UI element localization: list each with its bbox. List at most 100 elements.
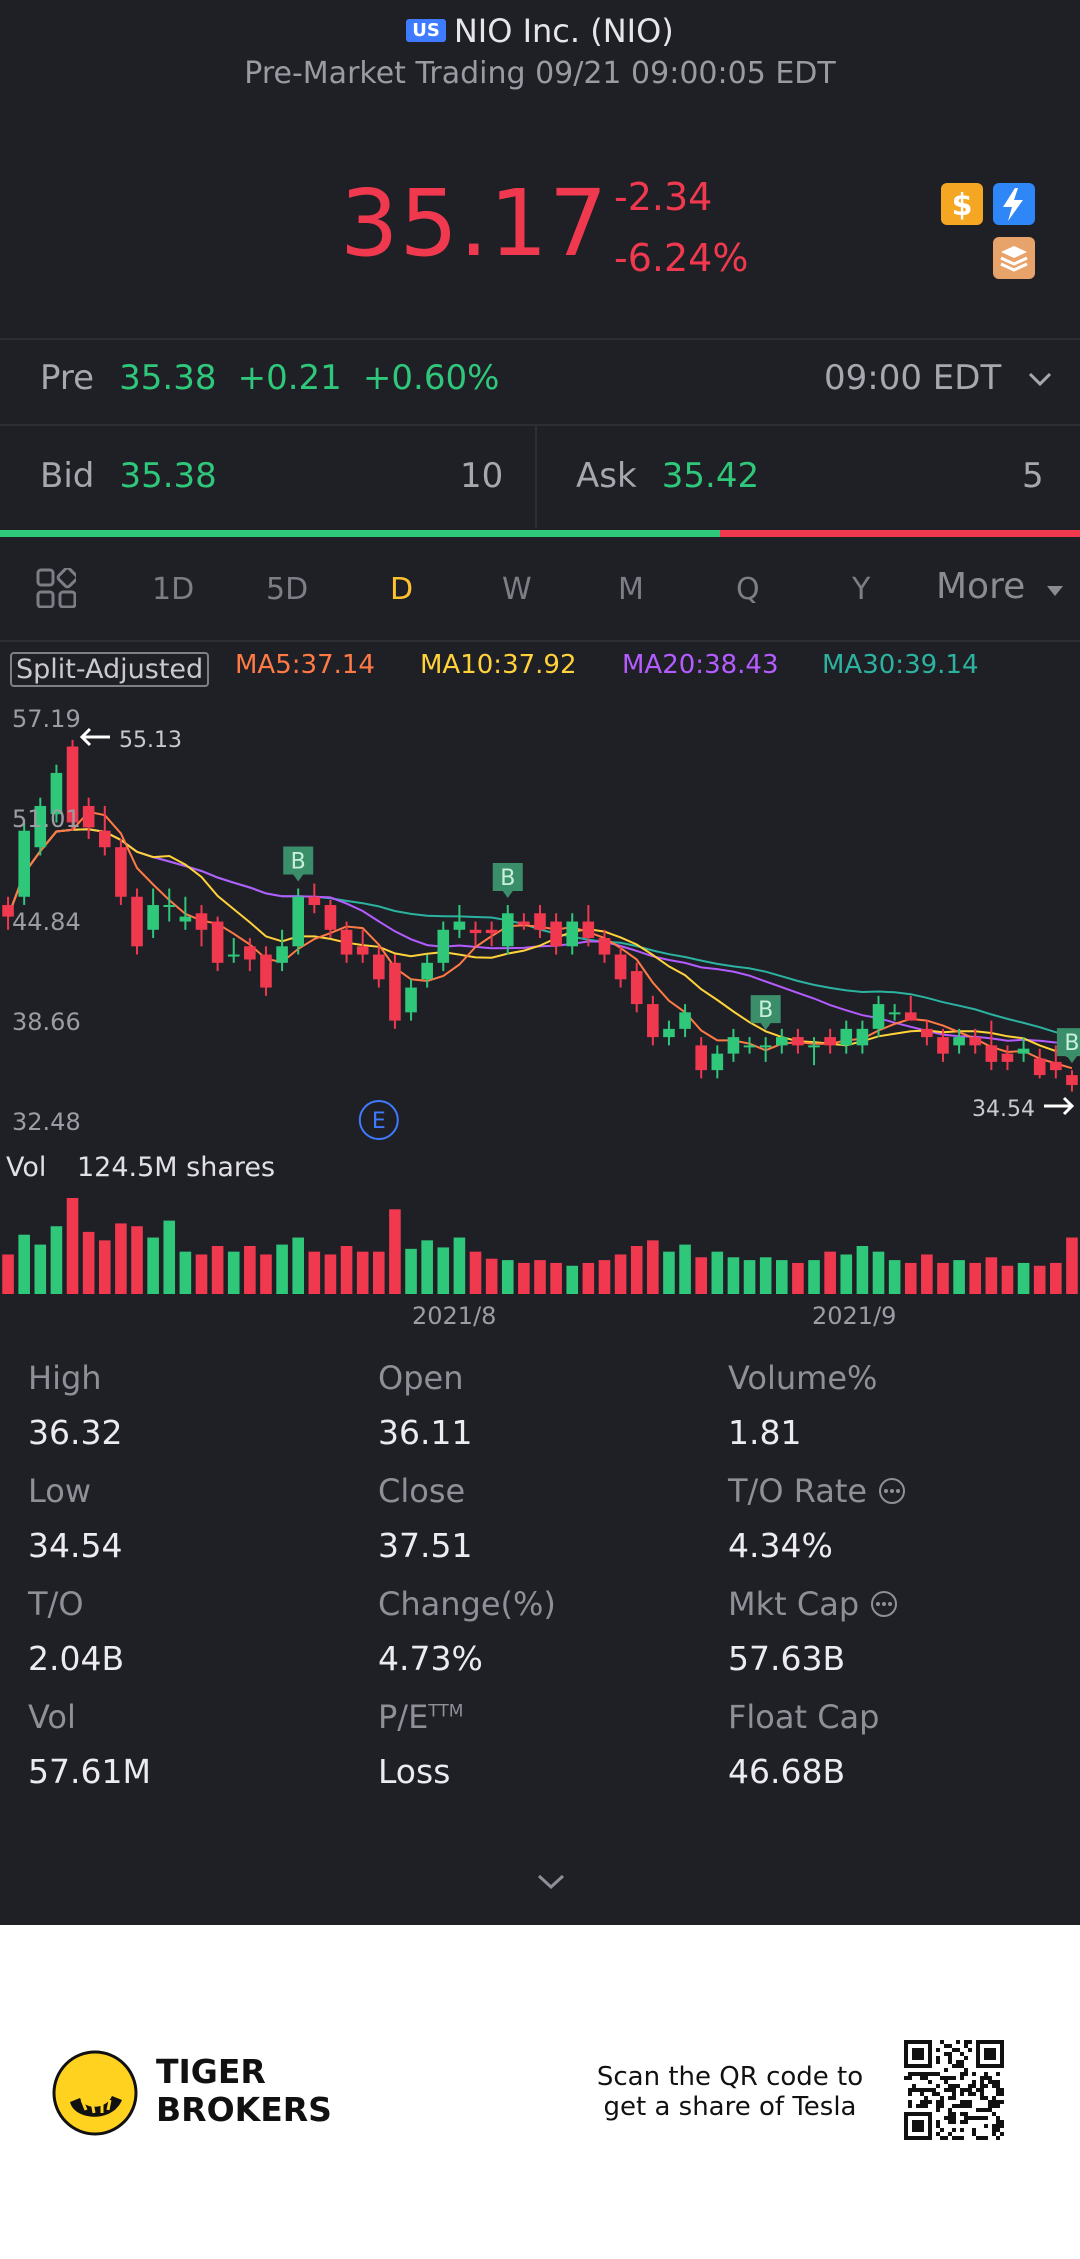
candle[interactable] (98, 805, 111, 856)
candle[interactable] (421, 954, 433, 988)
more-label: More (936, 566, 1026, 607)
buy-marker[interactable]: B (750, 995, 781, 1031)
dollar-icon[interactable]: $ (941, 183, 983, 225)
candle[interactable] (695, 1037, 707, 1079)
tab-d[interactable]: D (390, 572, 414, 607)
candle[interactable] (18, 822, 30, 906)
candle[interactable] (872, 995, 885, 1038)
candle[interactable] (888, 1004, 901, 1021)
buy-marker[interactable]: B (492, 863, 523, 899)
candle[interactable] (630, 962, 643, 1013)
split-adjusted-toggle[interactable]: Split-Adjusted (10, 652, 210, 687)
candle[interactable] (582, 905, 595, 947)
candle[interactable] (163, 888, 176, 922)
candle[interactable] (614, 946, 627, 988)
candle[interactable] (969, 1028, 982, 1054)
candle[interactable] (389, 954, 401, 1029)
candle[interactable] (485, 921, 498, 947)
candle[interactable] (115, 838, 127, 906)
candle[interactable] (244, 938, 256, 972)
candle[interactable] (66, 739, 79, 831)
buy-marker[interactable]: B (283, 846, 314, 882)
candle[interactable] (131, 888, 143, 955)
qr-code[interactable] (904, 2040, 1004, 2140)
candle[interactable] (356, 929, 369, 963)
candle-body (501, 913, 514, 947)
candle[interactable] (663, 1020, 675, 1046)
tab-q[interactable]: Q (736, 572, 760, 607)
candle[interactable] (985, 1020, 998, 1071)
candle-body (840, 1028, 853, 1046)
candle[interactable] (792, 1028, 804, 1054)
candle[interactable] (195, 905, 208, 947)
candle[interactable] (759, 1037, 772, 1062)
candle[interactable] (34, 797, 47, 856)
buy-marker[interactable]: B (1056, 1028, 1080, 1064)
candle[interactable] (292, 888, 305, 955)
candle[interactable] (518, 913, 530, 930)
expand-chevron-icon[interactable] (536, 1872, 566, 1896)
candle[interactable] (227, 938, 240, 963)
candle[interactable] (775, 1028, 788, 1054)
session-time-dropdown[interactable]: 09:00 EDT (824, 358, 1054, 398)
volume-bar (18, 1234, 30, 1294)
tab-m[interactable]: M (618, 572, 644, 607)
candle[interactable] (437, 921, 450, 972)
candle[interactable] (953, 1028, 965, 1054)
tab-5d[interactable]: 5D (266, 572, 309, 607)
candle[interactable] (1050, 1045, 1062, 1079)
candle[interactable] (824, 1028, 836, 1054)
info-icon[interactable] (877, 1476, 907, 1506)
candle[interactable] (937, 1028, 949, 1062)
candle-body (937, 1037, 949, 1054)
candle[interactable] (743, 1037, 756, 1054)
grid-view-icon[interactable] (36, 566, 79, 612)
candle[interactable] (711, 1045, 724, 1079)
volume-bar (437, 1247, 450, 1294)
pe-superscript: TTM (428, 1701, 464, 1722)
tab-1d[interactable]: 1D (152, 572, 195, 607)
candle[interactable] (260, 946, 272, 996)
candle[interactable] (82, 797, 95, 839)
candle[interactable] (840, 1020, 853, 1054)
candle[interactable] (2, 896, 14, 930)
candle[interactable] (179, 896, 192, 930)
candle[interactable] (550, 913, 562, 955)
candle[interactable] (405, 979, 417, 1021)
candle[interactable] (921, 1020, 933, 1046)
candle[interactable] (147, 888, 159, 939)
candle[interactable] (904, 995, 917, 1021)
candle[interactable] (501, 905, 514, 955)
candle[interactable] (1001, 1045, 1014, 1071)
tab-w[interactable]: W (502, 572, 532, 607)
lightning-icon[interactable] (993, 183, 1035, 225)
earnings-event-marker[interactable]: E (358, 1100, 399, 1140)
candle[interactable] (340, 921, 353, 963)
stack-icon[interactable] (993, 237, 1035, 279)
info-icon[interactable] (869, 1589, 899, 1619)
candle[interactable] (1017, 1037, 1030, 1062)
candle[interactable] (324, 900, 337, 939)
candle[interactable] (727, 1028, 740, 1062)
candle[interactable] (598, 929, 611, 963)
volume-bar (630, 1246, 643, 1294)
candle[interactable] (808, 1037, 820, 1066)
candle[interactable] (679, 1004, 691, 1038)
candle[interactable] (276, 929, 288, 972)
candle[interactable] (856, 1020, 869, 1054)
candle[interactable] (1066, 1070, 1078, 1092)
candle-body (872, 1004, 885, 1029)
candle[interactable] (211, 916, 224, 972)
tab-y[interactable]: Y (852, 572, 871, 607)
candle[interactable] (566, 913, 579, 955)
candle[interactable] (453, 905, 466, 939)
candle[interactable] (647, 995, 659, 1046)
candle[interactable] (534, 905, 546, 939)
candle[interactable] (308, 883, 321, 914)
more-dropdown[interactable]: More (936, 566, 1065, 607)
candle[interactable] (1033, 1048, 1046, 1079)
candle[interactable] (469, 921, 482, 947)
candle[interactable] (373, 946, 385, 988)
candle[interactable] (50, 764, 63, 823)
candlestick-chart[interactable]: B B B B E (0, 700, 1080, 1150)
